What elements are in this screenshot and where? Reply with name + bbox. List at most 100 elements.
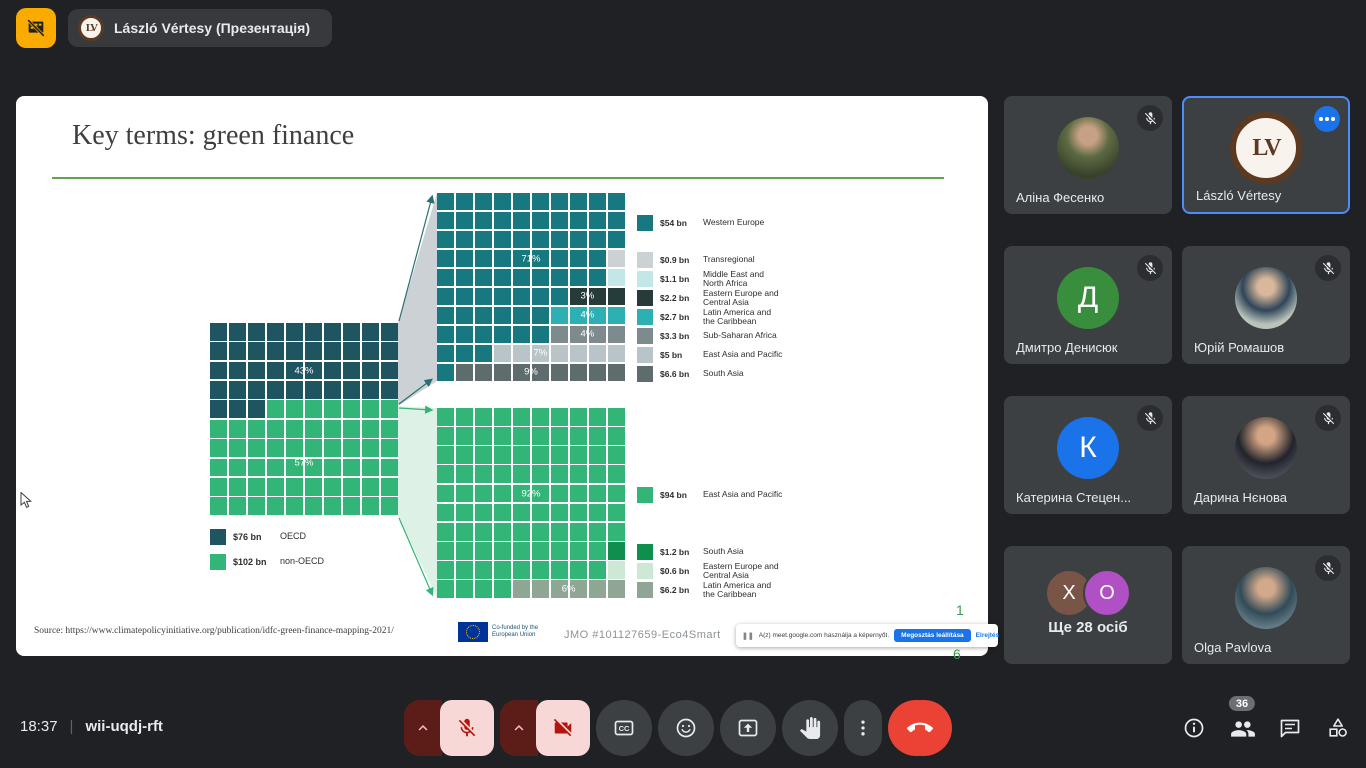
waffle-cell-latin-america-and-the-caribbean [607,580,625,598]
people-panel-button[interactable]: 36 [1228,696,1256,740]
waffle-cell-east-asia-and-pacific [588,561,607,579]
waffle-cell-non-oecd [247,497,266,515]
captions-icon: CC [614,720,634,736]
participant-tile[interactable]: Юрій Ромашов [1182,246,1350,364]
legend-swatch [637,270,653,287]
waffle-cell-east-asia-and-pacific [455,542,474,560]
waffle-cell-east-asia-and-pacific [493,408,512,426]
captions-button[interactable]: CC [596,700,652,756]
presentation-thumbnail-hidden-button[interactable] [16,8,56,48]
waffle-cell-western-europe [531,211,550,230]
waffle-cell-western-europe [588,268,607,287]
avatar: К [1057,416,1119,479]
waffle-cell-western-europe [437,193,455,211]
eu-flag-icon [458,622,488,642]
waffle-cell-non-oecd [228,439,247,457]
reactions-button[interactable] [658,700,714,756]
waffle-cell-east-asia-and-pacific [588,503,607,522]
waffle-cell-east-asia-and-pacific [512,446,531,464]
info-panel-button[interactable] [1182,716,1206,740]
waffle-cell-non-oecd [380,400,398,419]
participant-tile[interactable]: Дарина Нєнова [1182,396,1350,514]
mic-options-button[interactable] [404,700,442,756]
waffle-cell-non-oecd [304,497,323,515]
waffle-chart-oecd-breakdown: 71% 3% 4% 4% 7% 9% [437,193,625,381]
participant-tile[interactable]: X O Ще 28 осіб [1004,546,1172,664]
waffle-percent-label: 4% [580,309,595,321]
tile-more-options-button[interactable] [1314,106,1340,132]
presenter-chip[interactable]: LV László Vértesy (Презентація) [68,9,332,47]
more-options-button[interactable] [844,700,882,756]
waffle-cell-east-asia-and-pacific [455,465,474,484]
raise-hand-button[interactable] [782,700,838,756]
legend-label: South Asia [703,546,744,556]
participants-count-badge: 36 [1228,696,1256,711]
waffle-cell-non-oecd [210,497,228,515]
legend-label: South Asia [703,368,744,378]
waffle-cell-western-europe [512,230,531,249]
waffle-cell-east-asia-and-pacific [493,427,512,445]
stop-sharing-button[interactable]: Megosztás leállítása [894,629,971,642]
waffle-percent-label: 7% [533,347,548,359]
participant-tile[interactable]: Д Дмитро Денисюк [1004,246,1172,364]
waffle-cell-western-europe [569,193,588,211]
waffle-cell-non-oecd [285,400,304,419]
waffle-cell-non-oecd [247,458,266,477]
mic-toggle-button[interactable] [440,700,494,756]
waffle-cell-east-asia-and-pacific [493,446,512,464]
participant-tile[interactable]: К Катерина Стецен... [1004,396,1172,514]
legend-item: $6.6 bn South Asia [637,364,797,383]
waffle-cell-sub-saharan-africa [569,325,588,344]
waffle-cell-western-europe [437,325,455,344]
waffle-cell-western-europe [437,344,455,363]
waffle-cell-east-asia-and-pacific [455,561,474,579]
waffle-cell-western-europe [550,268,569,287]
mic-off-icon [458,718,476,737]
waffle-cell-non-oecd [304,439,323,457]
participant-tile[interactable]: Olga Pavlova [1182,546,1350,664]
waffle-cell-western-europe [512,325,531,344]
participant-tile[interactable]: Аліна Фесенко [1004,96,1172,214]
waffle-cell-oecd [304,323,323,341]
waffle-cell-latin-america-and-the-caribbean [588,306,607,325]
participant-name: Olga Pavlova [1194,640,1272,655]
waffle-cell-east-asia-and-pacific [474,522,493,541]
waffle-percent-label: 57% [294,457,314,469]
waffle-cell-east-asia-and-pacific [550,465,569,484]
hide-popup-link[interactable]: Elrejtés [975,632,1000,639]
chat-panel-button[interactable] [1278,716,1302,740]
activities-panel-button[interactable] [1326,716,1350,740]
present-button[interactable] [720,700,776,756]
waffle-cell-non-oecd [380,439,398,457]
waffle-cell-east-asia-and-pacific [588,344,607,363]
waffle-cell-south-asia [455,363,474,381]
waffle-cell-western-europe [493,287,512,306]
waffle-cell-western-europe [474,249,493,268]
camera-toggle-button[interactable] [536,700,590,756]
waffle-cell-western-europe [493,325,512,344]
waffle-cell-middle-east-and-north-africa [607,268,625,287]
waffle-cell-western-europe [474,268,493,287]
camera-options-button[interactable] [500,700,538,756]
waffle-cell-western-europe [531,306,550,325]
eu-logo-text: Co-funded by the European Union [492,624,539,639]
waffle-cell-east-asia-and-pacific [437,465,455,484]
waffle-cell-western-europe [550,287,569,306]
waffle-cell-oecd [380,381,398,399]
presenter-avatar: LV [78,15,104,41]
legend-swatch [637,289,653,306]
legend-swatch [637,346,653,363]
waffle-cell-oecd [210,400,228,419]
waffle-cell-east-asia-and-pacific [531,408,550,426]
participant-tile[interactable]: LV László Vértesy [1182,96,1350,214]
end-call-button[interactable] [888,700,952,756]
waffle-cell-latin-america-and-the-caribbean [512,580,531,598]
waffle-cell-east-asia-and-pacific [550,344,569,363]
waffle-cell-east-asia-and-pacific [607,503,625,522]
waffle-cell-eastern-europe-and-central-asia [607,287,625,306]
waffle-cell-east-asia-and-pacific [531,503,550,522]
legend-value: $0.6 bn [660,565,690,576]
waffle-cell-oecd [342,381,361,399]
shared-presentation-slide: Key terms: green finance 43% 57% 71% 3% 4% 4… [16,96,999,662]
